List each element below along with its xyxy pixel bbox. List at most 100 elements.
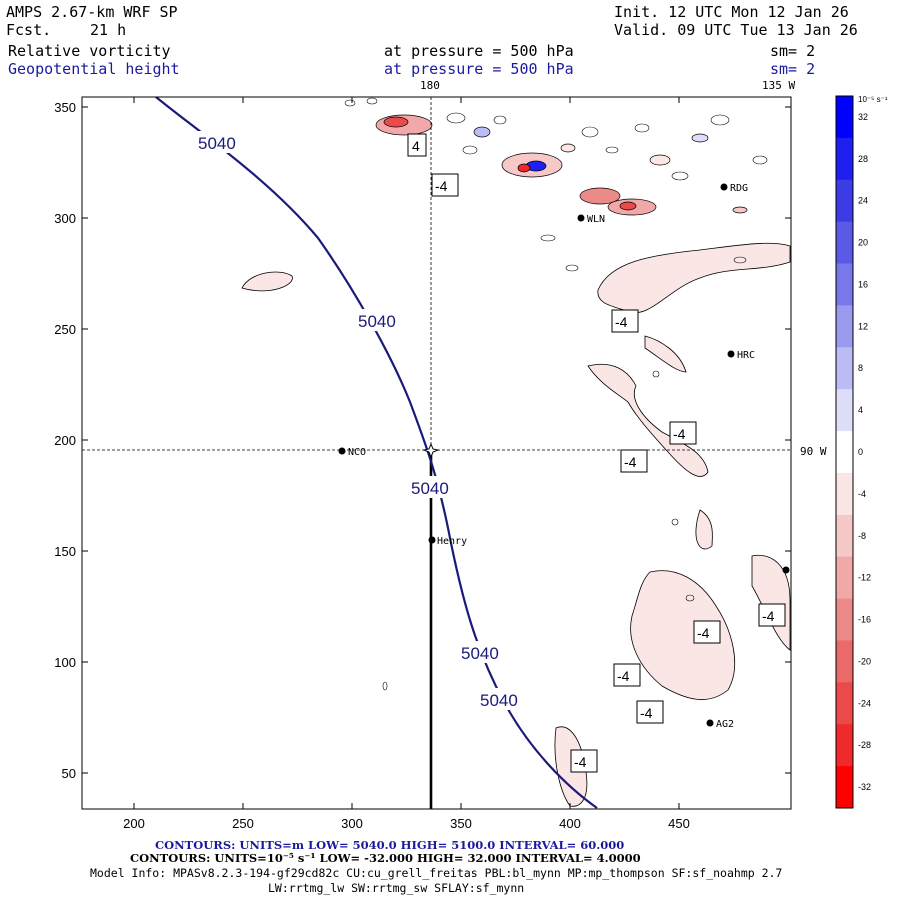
vort-patch-se	[630, 570, 736, 700]
pressure-level-1: at pressure = 500 hPa	[384, 42, 574, 60]
colorbar-cell	[836, 598, 853, 641]
colorbar-cell	[836, 179, 853, 223]
vort-label: -4	[574, 754, 587, 770]
colorbar-cell	[836, 640, 853, 683]
station-marker	[727, 350, 735, 358]
lon-label-180: 180	[420, 79, 440, 92]
field-geopotential: Geopotential height	[8, 60, 180, 78]
colorbar-tick-label: 16	[858, 279, 868, 289]
station-marker	[720, 183, 728, 191]
colorbar-tick-label: -4	[858, 489, 866, 499]
vort-label: -4	[617, 668, 630, 684]
colorbar-cell	[836, 305, 853, 348]
vort-patch-mid	[587, 363, 709, 477]
height-label: 5040	[358, 312, 396, 331]
colorbar-cell	[836, 389, 853, 432]
x-tick-label: 350	[450, 816, 472, 831]
colorbar: 10⁻⁵ s⁻¹ 32 28 24 20 16 12 8 4 0 -4 -8 -12 -16 -20 -24…	[835, 95, 888, 809]
vort-label: 4	[412, 138, 420, 154]
colorbar-cell	[836, 137, 853, 181]
footer-model-info: Model Info: MPASv8.2.3-194-gf29cd82c CU:…	[90, 866, 783, 880]
colorbar-tick-label: 4	[858, 405, 863, 415]
field-vorticity: Relative vorticity	[8, 42, 171, 60]
forecast-hours: 21 h	[90, 21, 127, 39]
vort-patch-south	[695, 509, 713, 550]
y-tick-label: 100	[54, 655, 76, 670]
station-marker	[706, 719, 714, 727]
colorbar-tick-label: 8	[858, 363, 863, 373]
colorbar-tick-label: 28	[858, 154, 868, 164]
y-tick-label: 300	[54, 211, 76, 226]
footer-height-contours: CONTOURS: UNITS=m LOW= 5040.0 HIGH= 5100…	[155, 838, 625, 852]
colorbar-cell	[836, 556, 853, 600]
colorbar-tick-label: 12	[858, 321, 868, 331]
init-time: Init. 12 UTC Mon 12 Jan 26	[614, 3, 849, 21]
colorbar-tick-label: -12	[858, 573, 871, 583]
x-tick-label: 450	[668, 816, 690, 831]
x-tick-label: 200	[123, 816, 145, 831]
height-label: 5040	[198, 134, 236, 153]
model-title: AMPS 2.67-km WRF SP	[6, 3, 178, 21]
x-tick-label: 300	[341, 816, 363, 831]
station-label-ag2: AG2	[716, 719, 734, 730]
station-label-henry: Henry	[437, 536, 467, 547]
station-marker	[428, 536, 436, 544]
colorbar-cell	[836, 514, 853, 558]
forecast-label: Fcst.	[6, 21, 52, 39]
colorbar-tick-label: 32	[858, 112, 868, 122]
height-label: 5040	[411, 479, 449, 498]
vort-patch-ne2	[644, 335, 687, 373]
colorbar-frame	[835, 95, 854, 809]
colorbar-cell	[836, 431, 853, 474]
height-label: 5040	[461, 644, 499, 663]
station-label-rdg: RDG	[730, 183, 748, 194]
station-label-hrc: HRC	[737, 350, 755, 361]
pressure-level-2: at pressure = 500 hPa	[384, 60, 574, 78]
colorbar-tick-label: 20	[858, 238, 868, 248]
colorbar-tick-label: -20	[858, 656, 871, 666]
colorbar-tick-label: -24	[858, 698, 871, 708]
cross-section-origin-icon	[422, 442, 440, 459]
y-tick-label: 150	[54, 544, 76, 559]
geopotential-contour-5040	[155, 97, 598, 809]
station-label-wln: WLN	[587, 214, 605, 225]
vort-label: -4	[624, 454, 637, 470]
vort-label: -4	[640, 705, 653, 721]
colorbar-tick-label: 0	[858, 447, 863, 457]
vort-cluster-3	[579, 187, 621, 205]
station-marker	[577, 214, 585, 222]
colorbar-cell	[836, 347, 853, 390]
colorbar-tick-label: -8	[858, 531, 866, 541]
y-tick-label: 50	[62, 766, 76, 781]
vort-patch-ne	[597, 242, 791, 314]
colorbar-cell	[836, 682, 853, 725]
vort-label: -4	[435, 178, 448, 194]
vorticity-field	[241, 97, 791, 807]
colorbar-cell	[836, 724, 853, 767]
lat-label-90w: 90 W	[800, 445, 827, 458]
colorbar-unit-label: 10⁻⁵ s⁻¹	[858, 95, 888, 104]
vort-label: -4	[615, 314, 628, 330]
colorbar-tick-label: 24	[858, 196, 868, 206]
y-tick-label: 250	[54, 322, 76, 337]
height-label: 5040	[480, 691, 518, 710]
vort-label: -4	[762, 608, 775, 624]
smoothing-2: sm= 2	[770, 60, 816, 78]
colorbar-cell	[836, 472, 853, 516]
colorbar-tick-label: -32	[858, 782, 871, 792]
x-tick-label: 400	[559, 816, 581, 831]
colorbar-cell	[836, 766, 853, 809]
colorbar-cell	[836, 96, 853, 139]
vort-label: -4	[697, 625, 710, 641]
y-tick-label: 350	[54, 100, 76, 115]
footer-vorticity-contours: CONTOURS: UNITS=10⁻⁵ s⁻¹ LOW= -32.000 HI…	[130, 851, 641, 865]
colorbar-cell	[836, 263, 853, 306]
smoothing-1: sm= 2	[770, 42, 816, 60]
station-marker	[338, 447, 346, 455]
colorbar-tick-label: -28	[858, 740, 871, 750]
footer-model-info-2: LW:rrtmg_lw SW:rrtmg_sw SFLAY:sf_mynn	[268, 881, 525, 895]
plot-frame	[81, 96, 792, 810]
colorbar-tick-label: -16	[858, 615, 871, 625]
station-label-nco: NCO	[348, 447, 366, 458]
